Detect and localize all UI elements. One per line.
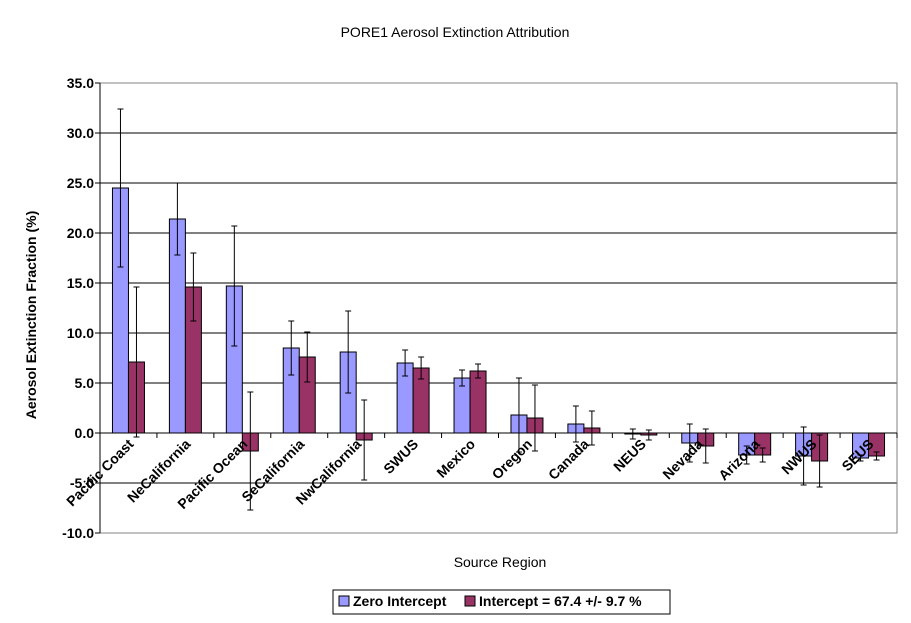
error-bar-zero-intercept-mexico	[459, 369, 466, 387]
legend: Zero Intercept Intercept = 67.4 +/- 9.7 …	[332, 589, 671, 615]
legend-swatch-zero-intercept	[338, 595, 350, 607]
error-bar-zero-intercept-pacific-coast	[117, 108, 124, 268]
y-tick-label: 35.0	[67, 75, 94, 91]
error-bar-intercept-67-4-9-7-neus	[645, 429, 652, 441]
error-bar-intercept-67-4-9-7-oregon	[531, 384, 538, 452]
legend-box	[332, 589, 671, 615]
error-bar-zero-intercept-neus	[629, 428, 636, 440]
y-tick-label: 0.0	[75, 425, 95, 441]
legend-label-zero-intercept: Zero Intercept	[353, 593, 447, 609]
y-axis-label: Aerosol Extinction Fraction (%)	[23, 211, 39, 419]
error-bar-intercept-67-4-9-7-canada	[588, 410, 595, 446]
y-tick-label: 5.0	[75, 375, 95, 391]
y-tick-label: -5.0	[70, 475, 94, 491]
error-bar-intercept-67-4-9-7-secalifornia	[304, 331, 311, 383]
x-axis-label: Source Region	[454, 554, 547, 570]
error-bar-intercept-67-4-9-7-seus	[873, 451, 880, 461]
bars	[111, 187, 886, 462]
error-bar-zero-intercept-nwus	[800, 426, 807, 486]
error-bar-zero-intercept-necalifornia	[174, 182, 181, 256]
y-tick-label: 10.0	[67, 325, 94, 341]
axes	[99, 82, 898, 534]
error-bar-zero-intercept-oregon	[515, 377, 522, 453]
y-tick-label: 20.0	[67, 225, 94, 241]
error-bar-intercept-67-4-9-7-swus	[418, 356, 425, 380]
error-bar-intercept-67-4-9-7-arizona	[759, 447, 766, 463]
error-bar-intercept-67-4-9-7-pacific-coast	[133, 286, 140, 438]
error-bar-intercept-67-4-9-7-nwus	[816, 434, 823, 488]
error-bar-intercept-67-4-9-7-nevada	[702, 428, 709, 464]
error-bar-zero-intercept-nevada	[686, 423, 693, 463]
error-bar-intercept-67-4-9-7-mexico	[475, 363, 482, 379]
legend-label-intercept: Intercept = 67.4 +/- 9.7 %	[479, 593, 642, 609]
bar-intercept-67-4-9-7-mexico	[469, 370, 487, 434]
y-axis-ticks: 35.0 30.0 25.0 20.0 15.0 10.0 5.0 0.0 -5.0 -10.0	[62, 75, 100, 541]
error-bar-zero-intercept-swus	[402, 349, 409, 377]
chart-title: PORE1 Aerosol Extinction Attribution	[341, 24, 570, 40]
error-bar-zero-intercept-pacific-ocean	[231, 225, 238, 347]
error-bar-zero-intercept-arizona	[743, 445, 750, 465]
error-bars	[117, 108, 880, 511]
error-bar-zero-intercept-canada	[572, 405, 579, 443]
error-bar-zero-intercept-nwcalifornia	[345, 310, 352, 394]
legend-swatch-intercept	[464, 595, 476, 607]
y-tick-label: -10.0	[62, 525, 94, 541]
y-tick-label: 15.0	[67, 275, 94, 291]
error-bar-zero-intercept-secalifornia	[288, 320, 295, 376]
y-tick-label: 30.0	[67, 125, 94, 141]
error-bar-intercept-67-4-9-7-necalifornia	[190, 252, 197, 322]
error-bar-zero-intercept-seus	[857, 454, 864, 462]
error-bar-intercept-67-4-9-7-pacific-ocean	[247, 391, 254, 511]
error-bar-intercept-67-4-9-7-nwcalifornia	[361, 399, 368, 481]
y-tick-label: 25.0	[67, 175, 94, 191]
